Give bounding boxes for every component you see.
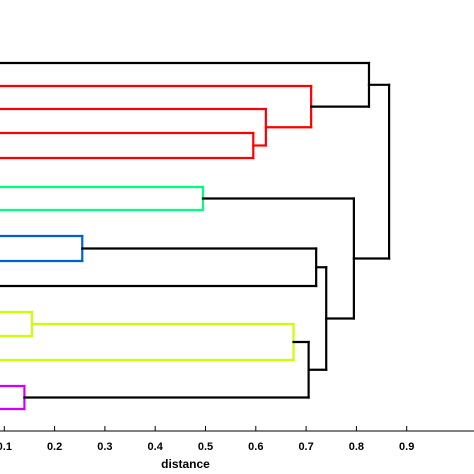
x-tick-label: 0.5 <box>198 441 213 453</box>
x-axis-title: distance <box>161 457 210 471</box>
x-tick-label: 0.4 <box>148 441 164 453</box>
x-tick-label: 0.6 <box>248 441 263 453</box>
x-tick-label: 0.7 <box>298 441 313 453</box>
x-tick-label: 0.3 <box>97 441 112 453</box>
x-axis: 0.1 0.2 0.3 0.4 0.5 0.6 0.7 0.8 0.9 <box>0 426 474 453</box>
x-tick-label: 0.1 <box>0 441 12 453</box>
x-tick-label: 0.9 <box>399 441 414 453</box>
x-tick-label: 0.2 <box>47 441 62 453</box>
x-tick-label: 0.8 <box>349 441 364 453</box>
dendrogram-links <box>0 61 391 411</box>
